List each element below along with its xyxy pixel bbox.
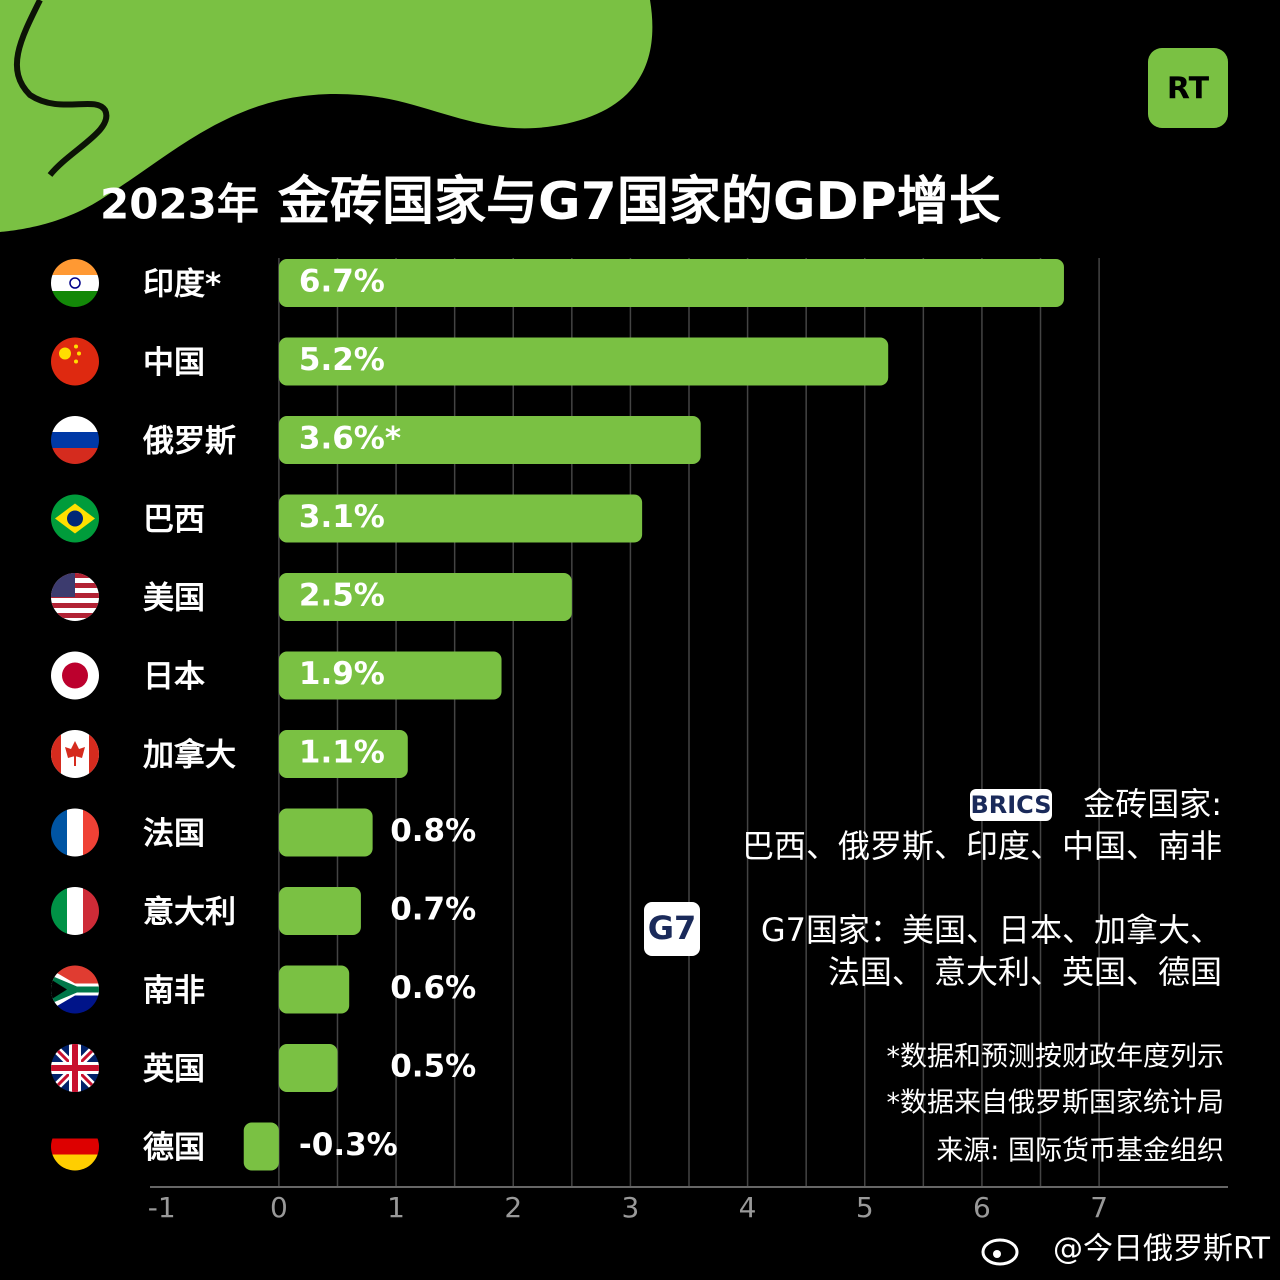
value-label: 0.7%	[390, 892, 476, 928]
flag-usa	[51, 573, 99, 621]
x-tick-label: 1	[387, 1191, 405, 1224]
bar	[278, 494, 643, 543]
bar	[278, 887, 361, 935]
brics-badge-box	[970, 789, 1052, 821]
x-tick-label: 2	[504, 1191, 522, 1224]
bar	[278, 965, 350, 1014]
bar	[278, 573, 572, 621]
flag-france	[51, 808, 99, 857]
value-label: 3.1%	[299, 499, 385, 535]
x-tick-label: 5	[856, 1191, 874, 1224]
x-tick-label: 0	[270, 1191, 288, 1224]
flag-south-africa	[51, 965, 99, 1014]
category-label: 意大利	[143, 895, 236, 931]
flag-india	[51, 259, 99, 307]
category-label: 南非	[143, 973, 205, 1009]
category-label: 德国	[143, 1130, 205, 1166]
flags	[51, 259, 99, 1171]
category-label: 美国	[143, 581, 205, 617]
bar	[278, 730, 408, 778]
flag-brazil	[51, 494, 99, 543]
x-tick-label: 3	[621, 1191, 639, 1224]
g7-badge: G7	[648, 909, 697, 947]
value-label: 0.5%	[390, 1049, 476, 1085]
brics-members: 巴西、俄罗斯、印度、中国、南非	[742, 827, 1222, 865]
value-label: 2.5%	[299, 578, 385, 614]
brics-label: 金砖国家:	[1083, 785, 1222, 823]
decor-blob	[0, 0, 653, 232]
logo-box	[1148, 48, 1228, 128]
g7-line: 法国、 意大利、英国、德国	[828, 953, 1222, 991]
g7-line: G7国家：美国、日本、加拿大、	[761, 911, 1222, 949]
flag-uk	[51, 1044, 99, 1092]
title-year: 2023年	[100, 180, 259, 229]
value-label: 1.9%	[299, 656, 385, 692]
bar	[278, 416, 701, 464]
value-label: -0.3%	[299, 1127, 398, 1163]
logo: RT	[1167, 72, 1210, 107]
note: 来源: 国际货币基金组织	[936, 1136, 1224, 1167]
bar	[278, 651, 502, 700]
flag-russia	[51, 416, 99, 464]
category-label: 加拿大	[143, 738, 236, 774]
bar	[278, 337, 889, 386]
category-label: 巴西	[143, 502, 205, 538]
category-label: 日本	[143, 659, 205, 695]
note: *数据来自俄罗斯国家统计局	[887, 1088, 1225, 1119]
bar	[278, 1044, 338, 1092]
note: *数据和预测按财政年度列示	[887, 1042, 1225, 1073]
weibo-icon	[981, 1238, 1019, 1266]
bar	[278, 808, 373, 857]
x-tick-label: -1	[148, 1191, 176, 1224]
x-tick-label: 7	[1090, 1191, 1108, 1224]
decor-line	[13, 0, 110, 177]
watermark: @今日俄罗斯RT	[1053, 1232, 1271, 1267]
category-label: 中国	[143, 345, 205, 381]
flag-china	[51, 337, 99, 386]
category-label: 英国	[143, 1052, 205, 1088]
bar	[278, 259, 1064, 307]
value-label: 5.2%	[299, 342, 385, 378]
chart-title: 金砖国家与G7国家的GDP增长	[277, 172, 1001, 232]
brics-badge: BRICS	[970, 791, 1051, 819]
value-label: 3.6%*	[299, 421, 401, 457]
category-label: 法国	[143, 816, 205, 852]
flag-germany	[51, 1122, 99, 1171]
bar	[243, 1122, 279, 1171]
value-label: 6.7%	[299, 264, 385, 300]
category-label: 俄罗斯	[142, 424, 236, 460]
category-label: 印度*	[143, 267, 221, 303]
value-label: 0.6%	[390, 970, 476, 1006]
flag-japan	[51, 651, 99, 700]
x-tick-label: 6	[973, 1191, 991, 1224]
g7-badge-box	[644, 902, 700, 956]
value-label: 1.1%	[299, 735, 385, 771]
flag-italy	[51, 887, 99, 935]
flag-canada	[51, 730, 99, 778]
x-tick-label: 4	[739, 1191, 757, 1224]
value-label: 0.8%	[390, 813, 476, 849]
